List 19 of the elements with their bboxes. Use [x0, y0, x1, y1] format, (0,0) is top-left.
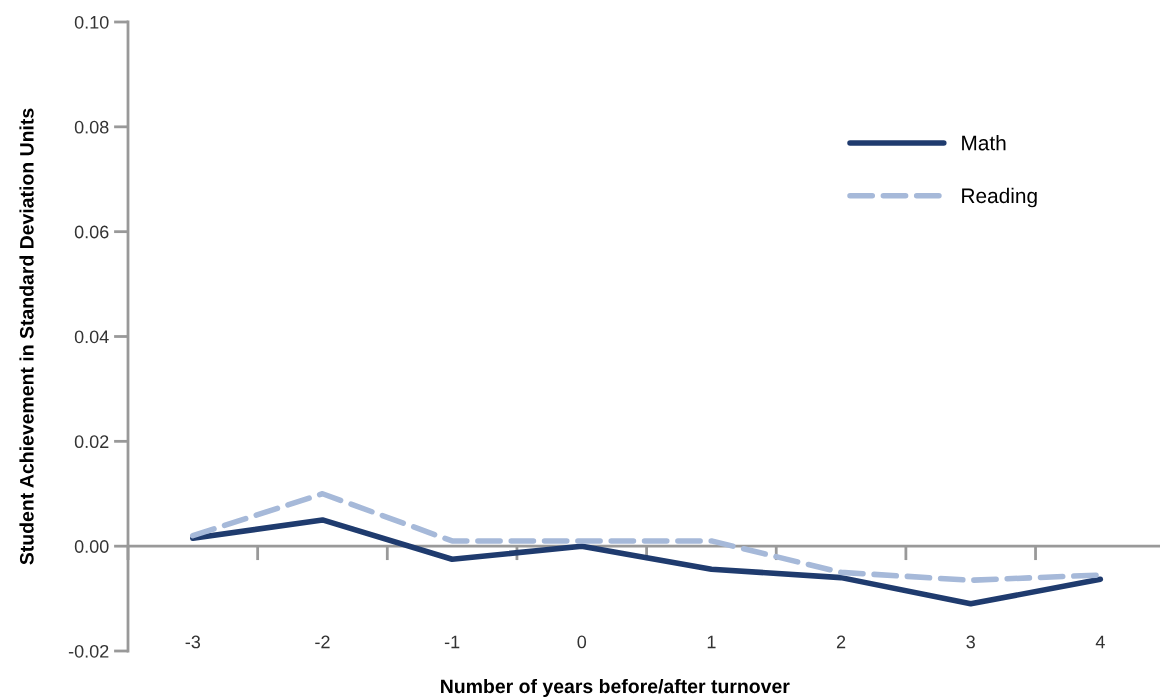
x-tick-label: 1: [707, 635, 716, 649]
y-tick-label: -0.02: [68, 644, 109, 658]
x-tick-label: -1: [444, 635, 460, 649]
x-axis-title: Number of years before/after turnover: [441, 678, 790, 698]
legend-label: Reading: [962, 187, 1037, 208]
y-axis-title: Student Achievement in Standard Deviation Units: [19, 108, 34, 565]
legend-label: Math: [962, 135, 1006, 151]
y-tick-label: 0.06: [74, 225, 109, 239]
x-tick-label: 4: [1095, 635, 1105, 649]
y-tick-label: 0.08: [74, 120, 109, 134]
x-tick-label: 2: [836, 635, 846, 649]
y-tick-label: 0.04: [74, 330, 109, 344]
y-tick-label: 0.02: [74, 435, 109, 449]
x-tick-label: -2: [315, 635, 330, 649]
y-tick-label: 0.00: [74, 540, 109, 553]
x-tick-label: -3: [185, 635, 201, 649]
y-tick-label: 0.10: [74, 15, 109, 29]
x-tick-label: 0: [577, 635, 587, 649]
x-tick-label: 3: [966, 635, 975, 649]
